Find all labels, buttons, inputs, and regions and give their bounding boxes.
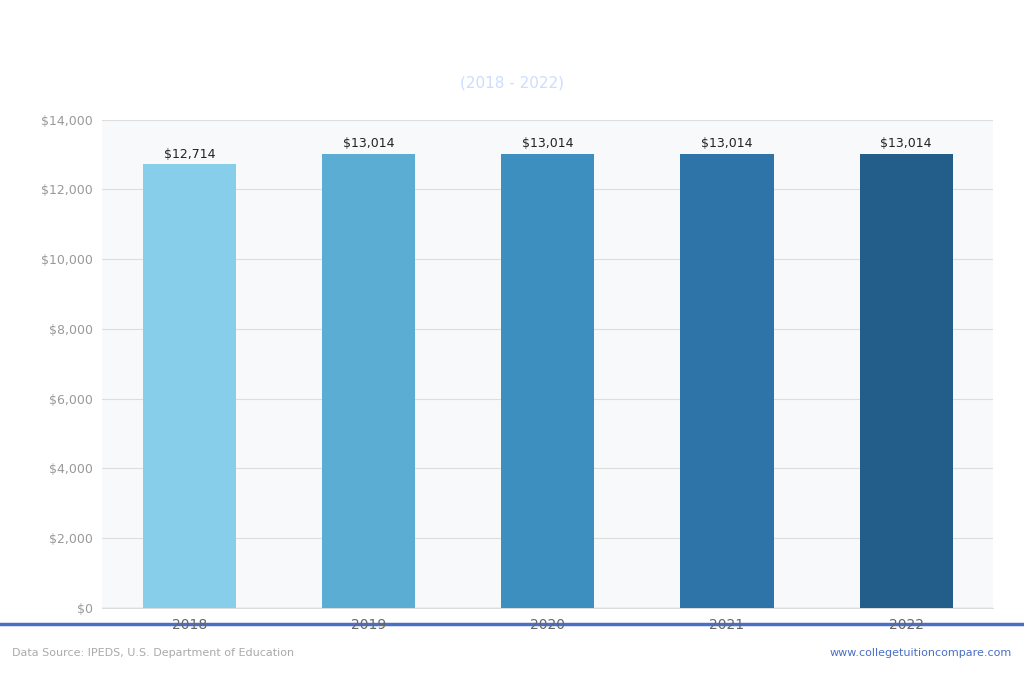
Text: $13,014: $13,014 <box>343 137 394 150</box>
Text: $13,014: $13,014 <box>701 137 753 150</box>
Text: www.collegetuitioncompare.com: www.collegetuitioncompare.com <box>829 648 1012 658</box>
Bar <box>143 165 237 608</box>
Text: $13,014: $13,014 <box>881 137 932 150</box>
Text: Philander Smith College 2022 Undergraduate Tuition & Fees: Philander Smith College 2022 Undergradua… <box>147 30 877 51</box>
Text: (2018 - 2022): (2018 - 2022) <box>460 75 564 90</box>
Bar <box>680 154 773 608</box>
Bar <box>502 154 594 608</box>
Text: Data Source: IPEDS, U.S. Department of Education: Data Source: IPEDS, U.S. Department of E… <box>12 648 295 658</box>
Text: $12,714: $12,714 <box>164 148 215 161</box>
Text: $13,014: $13,014 <box>522 137 573 150</box>
Bar <box>859 154 952 608</box>
Bar <box>323 154 416 608</box>
